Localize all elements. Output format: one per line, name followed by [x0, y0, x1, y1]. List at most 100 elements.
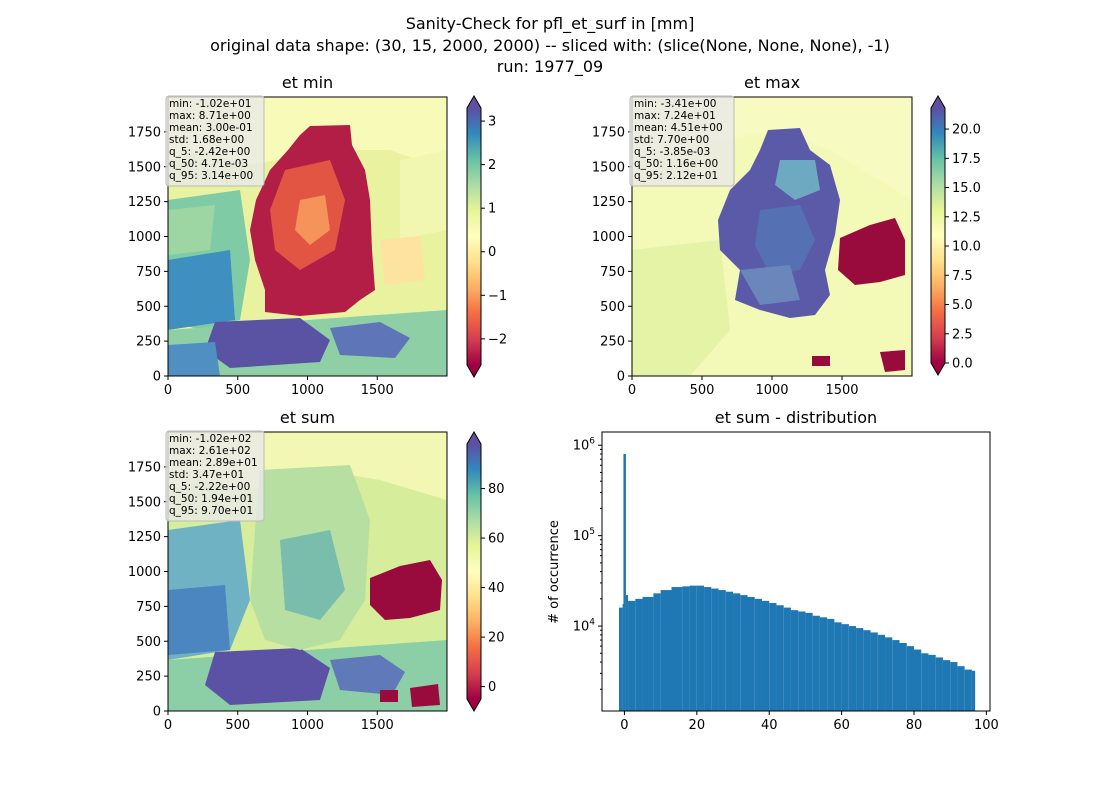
- colorbar: 0 20 40 60 80: [466, 431, 505, 712]
- colorbar-tick-label: 20.0: [952, 123, 981, 138]
- histogram-bar: [935, 657, 943, 711]
- colorbar-tick-label: 5.0: [952, 298, 973, 313]
- x-tick-label: 0: [164, 718, 172, 733]
- colorbar-tick-label: 3: [488, 115, 496, 130]
- y-tick-label: 500: [136, 300, 161, 315]
- histogram-bar: [964, 669, 972, 711]
- panel-title: et min: [282, 73, 333, 92]
- histogram-bar: [769, 602, 777, 711]
- x-tick-label: 20: [689, 718, 706, 733]
- histogram-bar: [798, 611, 806, 711]
- x-tick-label: 60: [833, 718, 850, 733]
- y-axis-label: # of occurrence: [547, 520, 562, 624]
- stats-line: min: -1.02e+02: [169, 433, 251, 445]
- x-tick-label: 500: [690, 383, 715, 398]
- x-tick-label: 1500: [825, 383, 858, 398]
- colorbar: −2 −1 0 1 2 3: [466, 95, 507, 378]
- colorbar-tick-label: 0: [488, 680, 496, 695]
- histogram-bar: [761, 600, 770, 711]
- colorbar-tick-label: −1: [488, 289, 507, 304]
- histogram-bar: [812, 615, 820, 711]
- colorbar-tick-label: −2: [488, 332, 507, 347]
- x-tick-label: 0: [164, 383, 172, 398]
- histogram-bar: [619, 607, 623, 711]
- y-tick-label: 106: [573, 437, 596, 454]
- histogram-bar: [718, 590, 726, 711]
- colorbar-tick-label: 2.5: [952, 327, 973, 342]
- x-tick-label: 0: [620, 718, 628, 733]
- panel-et-sum: et sum 0 500 1000 1500 0 250 500 750 1000 1250 150…: [128, 408, 505, 733]
- histogram-bars: [619, 453, 976, 711]
- histogram-bar: [848, 626, 857, 711]
- colorbar-extend-bottom: [931, 363, 945, 375]
- colorbar-tick-label: 12.5: [952, 210, 981, 225]
- histogram-bar: [834, 622, 842, 711]
- y-tick-label: 0: [153, 370, 161, 385]
- histogram-bar: [942, 660, 951, 711]
- histogram-bar: [625, 595, 629, 711]
- colorbar-extend-bottom: [467, 699, 481, 711]
- y-tick-label: 250: [136, 335, 161, 350]
- stats-box: min: -1.02e+01 max: 8.71e+00 mean: 3.00e…: [165, 95, 265, 187]
- histogram-bar: [635, 598, 643, 711]
- x-tick-label: 40: [761, 718, 778, 733]
- histogram-bar: [863, 630, 871, 711]
- y-tick-label: 1000: [592, 230, 625, 245]
- histogram-bar: [805, 612, 813, 711]
- colorbar-ticks: −2 −1 0 1 2 3: [481, 115, 507, 347]
- histogram-bar: [971, 670, 976, 711]
- y-tick-label: 105: [573, 527, 595, 544]
- suptitle-line-3: run: 1977_09: [497, 57, 603, 77]
- histogram-bar: [819, 617, 828, 711]
- histogram-bar: [628, 600, 636, 711]
- colorbar-tick-label: 20: [488, 631, 505, 646]
- stats-line: q_95: 3.14e+00: [169, 170, 253, 182]
- colorbar-tick-label: 2: [488, 158, 496, 173]
- heatmap-image: [168, 97, 447, 376]
- histogram-bar: [892, 640, 900, 711]
- stats-line: q_50: 1.16e+00: [634, 158, 718, 170]
- x-tick-label: 1000: [291, 383, 324, 398]
- y-tick-label: 0: [617, 370, 625, 385]
- x-tick-label: 500: [225, 383, 250, 398]
- y-tick-label: 1000: [128, 230, 161, 245]
- stats-line: q_5: -3.85e-03: [634, 146, 710, 158]
- y-tick-label: 750: [600, 265, 625, 280]
- histogram-bar: [928, 654, 936, 711]
- y-tick-label: 1500: [592, 160, 625, 175]
- stats-line: q_5: -2.22e+00: [169, 481, 250, 493]
- suptitle-line-1: Sanity-Check for pfl_et_surf in [mm]: [406, 14, 695, 34]
- colorbar-gradient: [931, 108, 945, 363]
- colorbar-extend-top: [467, 96, 481, 108]
- panel-et-max: et max 0 500 1000 1500 0 250 500 750 1000 1250 150…: [592, 73, 981, 398]
- histogram-bar: [783, 607, 791, 711]
- stats-line: min: -3.41e+00: [634, 98, 716, 110]
- histogram-bar: [725, 591, 734, 711]
- colorbar-tick-label: 7.5: [952, 269, 973, 284]
- histogram-bar: [921, 653, 929, 711]
- colorbar-extend-bottom: [467, 365, 481, 377]
- colorbar-tick-label: 60: [488, 532, 505, 547]
- colorbar-tick-label: 80: [488, 482, 505, 497]
- panel-title: et sum - distribution: [715, 408, 877, 427]
- x-tick-label: 1000: [291, 718, 324, 733]
- stats-line: std: 7.70e+00: [634, 134, 709, 146]
- histogram-bar: [653, 593, 661, 711]
- x-tick-label: 1500: [361, 383, 394, 398]
- panel-title: et max: [744, 73, 800, 92]
- x-tick-label: 500: [225, 718, 250, 733]
- colorbar-ticks: 0 20 40 60 80: [481, 482, 505, 695]
- histogram-bar: [740, 595, 748, 711]
- y-tick-label: 250: [600, 335, 625, 350]
- histogram-bar: [747, 596, 755, 711]
- histogram-bar: [957, 666, 965, 711]
- y-tick-label: 1750: [128, 125, 161, 140]
- y-tick-label: 500: [136, 635, 161, 650]
- histogram-bar: [856, 628, 864, 711]
- histogram-bar: [660, 590, 672, 711]
- histogram-bar: [877, 634, 886, 711]
- stats-line: min: -1.02e+01: [169, 98, 251, 110]
- colorbar-tick-label: 0: [488, 245, 496, 260]
- histogram-bar: [913, 649, 922, 711]
- histogram-bar: [790, 610, 799, 711]
